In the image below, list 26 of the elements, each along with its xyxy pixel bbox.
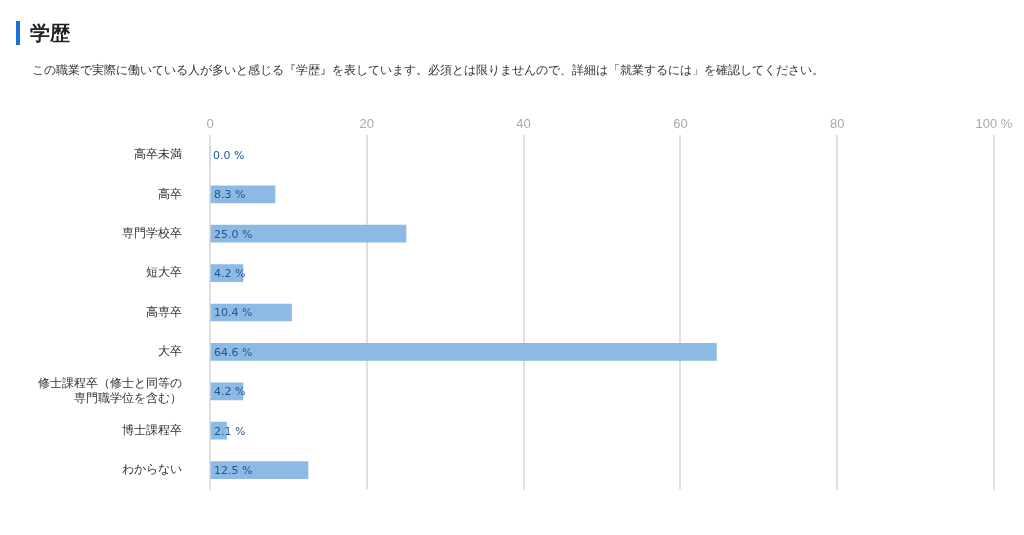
x-tick-label: 40 — [516, 115, 531, 131]
data-label: 8.3 % — [214, 188, 246, 202]
data-label: 25.0 % — [214, 227, 253, 241]
x-tick-label: 60 — [673, 115, 688, 131]
y-tick-label: 高専卒 — [146, 304, 182, 319]
y-tick-label: 大卒 — [158, 344, 182, 359]
x-tick-label: 0 — [206, 115, 214, 131]
x-tick-label: 80 — [829, 115, 845, 131]
y-tick-label: 修士課程卒（修士と同等の専門職学位を含む） — [38, 376, 182, 405]
y-tick-label: 博士課程卒 — [122, 423, 182, 438]
chart-subtitle: この職業で実際に働いている人が多いと感じる『学歴』を表しています。必須とは限りませんので、詳細は「就業するには」を確認してください。 — [32, 62, 824, 79]
data-label: 12.5 % — [214, 463, 253, 477]
bar — [210, 343, 717, 361]
data-label: 0.0 % — [213, 148, 245, 162]
y-tick-label: 短大卒 — [146, 265, 182, 280]
y-tick-label: 高卒 — [158, 186, 182, 201]
data-label: 10.4 % — [214, 306, 253, 320]
bar — [210, 224, 407, 243]
y-tick-label: わからない — [122, 462, 182, 477]
text: 学歴 — [30, 19, 70, 47]
x-tick-label: 100 % — [975, 115, 1013, 131]
y-tick-label: 専門学校卒 — [122, 226, 182, 241]
y-tick-label: 高卒未満 — [134, 147, 182, 162]
x-tick-label: 20 — [359, 115, 375, 131]
bar — [210, 461, 309, 479]
data-label: 64.6 % — [214, 345, 253, 359]
